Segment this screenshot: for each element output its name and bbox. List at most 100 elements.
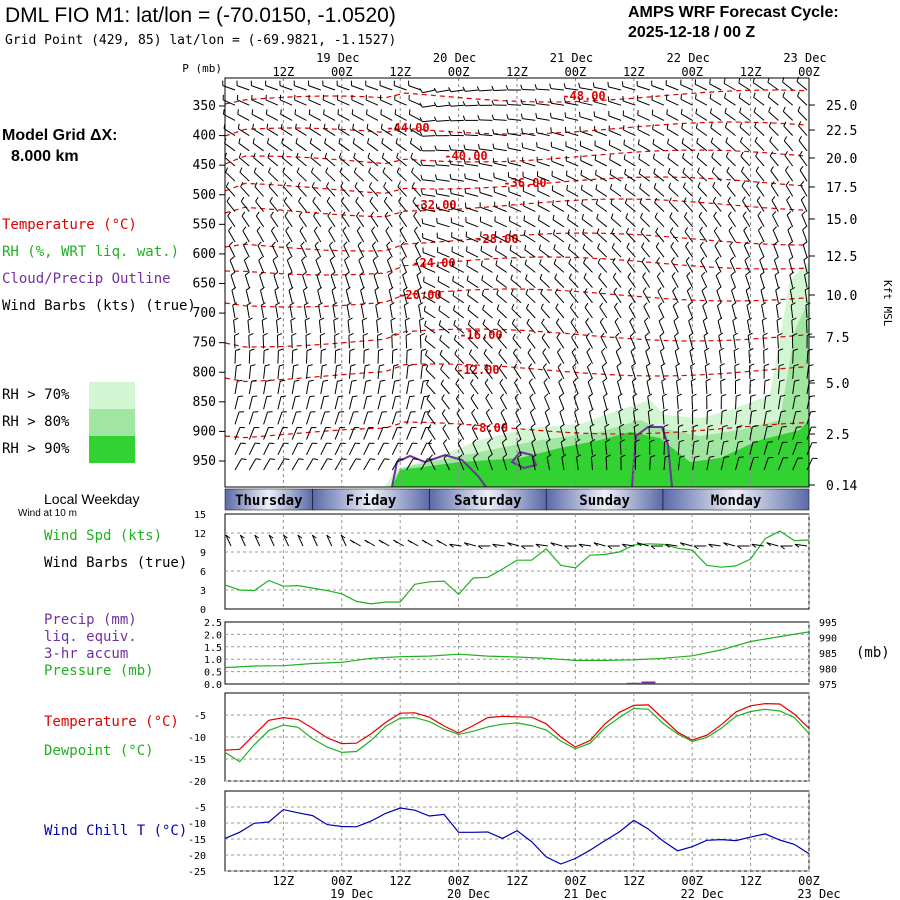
wind-barb: [603, 411, 608, 425]
wind-barb: [511, 323, 522, 334]
wind-barb: [274, 290, 279, 303]
pressure-tick-label: 550: [193, 217, 216, 232]
wind-barb-flag: [477, 100, 480, 106]
wind-barb-flag: [226, 196, 231, 202]
wind-barb: [248, 442, 256, 456]
wind-barb-flag: [355, 196, 359, 202]
rh80-area: [390, 300, 809, 487]
wind-barb-flag: [597, 243, 601, 249]
wind-barb-flag: [495, 260, 498, 266]
wind-barb-flag: [753, 92, 756, 98]
wind-barb: [436, 104, 450, 108]
wind-barb: [551, 175, 565, 182]
wind-barb: [386, 245, 393, 258]
wind-barb-flag: [696, 152, 700, 158]
wind-barb: [320, 350, 322, 364]
wind-barb-flag: [326, 196, 331, 202]
wind-barb: [762, 335, 765, 349]
wind-barb-flag: [626, 242, 630, 248]
wind-barb-flag: [317, 286, 322, 291]
wind-barb-flag: [457, 424, 462, 429]
wind-barb-flag: [798, 121, 802, 127]
wind-barb: [630, 351, 636, 364]
wind-barb: [422, 237, 436, 243]
wind-barb: [285, 230, 293, 243]
wind-barb: [450, 178, 464, 182]
wind-barb-flag: [271, 241, 276, 246]
wind-barb: [484, 368, 493, 380]
wind-barb: [601, 366, 608, 379]
wind-barb-flag: [769, 136, 773, 142]
wind-barb-flag: [364, 348, 370, 352]
wind-barb: [580, 174, 593, 182]
wind-barb-flag: [640, 212, 643, 218]
wind-barb-flag: [541, 333, 546, 339]
wind-barb-flag: [231, 286, 237, 291]
wind-barb: [508, 118, 522, 121]
wind-barb-flag: [667, 153, 670, 159]
wind-barb: [803, 259, 808, 273]
wind-barb-flag: [658, 317, 664, 322]
wind-barb: [263, 442, 270, 456]
wind-barb-flag: [719, 363, 725, 367]
chill-tick-label: -5: [194, 803, 206, 814]
wind-barb: [552, 219, 565, 228]
wind-barb: [732, 320, 736, 334]
wind-barb-flag: [406, 348, 412, 352]
wind-barb-flag: [780, 394, 786, 397]
wind-barb-flag: [557, 363, 562, 368]
wind-barb-flag: [777, 332, 783, 336]
wind-barb-flag: [483, 349, 487, 354]
wind-barb: [356, 230, 365, 243]
wind-barb-flag: [682, 152, 685, 158]
wind-barb-flag: [312, 196, 316, 202]
wind-barb-flag: [433, 87, 438, 93]
wind-barb-flag: [596, 213, 599, 219]
wind-barb-flag: [454, 364, 459, 370]
wind-barb-flag: [607, 81, 609, 87]
wind-barb-flag: [411, 182, 415, 187]
surface-wind-barb-flag: [492, 543, 498, 548]
wind-barb-flag: [587, 378, 593, 383]
wind-barb-flag: [583, 258, 587, 264]
wind-barb-flag: [561, 454, 567, 458]
wind-barb-flag: [800, 195, 806, 201]
wind-barb-flag: [501, 423, 506, 428]
wind-barb: [451, 251, 465, 258]
wind-barb: [425, 369, 436, 380]
wind-barb: [240, 201, 250, 212]
wind-barb-flag: [284, 211, 289, 217]
wind-barb-flag: [397, 182, 401, 187]
wind-barb: [524, 234, 536, 243]
wind-barb-flag: [309, 123, 312, 129]
wind-barb-flag: [394, 379, 400, 382]
wind-barb: [706, 411, 708, 425]
wind-barb-flag: [542, 348, 547, 353]
wind-barb-flag: [437, 276, 440, 282]
wind-barb-flag: [289, 302, 295, 306]
wind-barb: [266, 113, 279, 121]
windchill-line: [224, 807, 810, 865]
wind-barb-flag: [477, 115, 480, 121]
wind-barb: [802, 229, 808, 243]
wind-barb-flag: [774, 271, 780, 276]
wind-barb: [804, 289, 808, 303]
wind-barb-flag: [280, 109, 282, 115]
wind-barb-flag: [803, 256, 809, 261]
wind-barb-flag: [683, 212, 688, 217]
wind-barb: [760, 290, 765, 303]
wind-barb: [306, 442, 313, 456]
wind-barb: [406, 365, 409, 379]
wind-barb: [699, 245, 708, 258]
wind-barb: [526, 308, 536, 319]
wind-barb-flag: [668, 182, 672, 188]
wind-barb: [530, 427, 536, 440]
wind-barb: [420, 458, 428, 471]
wind-barb-flag: [300, 241, 305, 246]
wind-barb-flag: [440, 379, 444, 385]
wind-barb-flag: [576, 454, 582, 458]
wind-barb: [514, 382, 522, 395]
wind-barb: [306, 365, 309, 379]
wind-barb-flag: [413, 211, 417, 217]
wind-barb: [294, 85, 307, 91]
